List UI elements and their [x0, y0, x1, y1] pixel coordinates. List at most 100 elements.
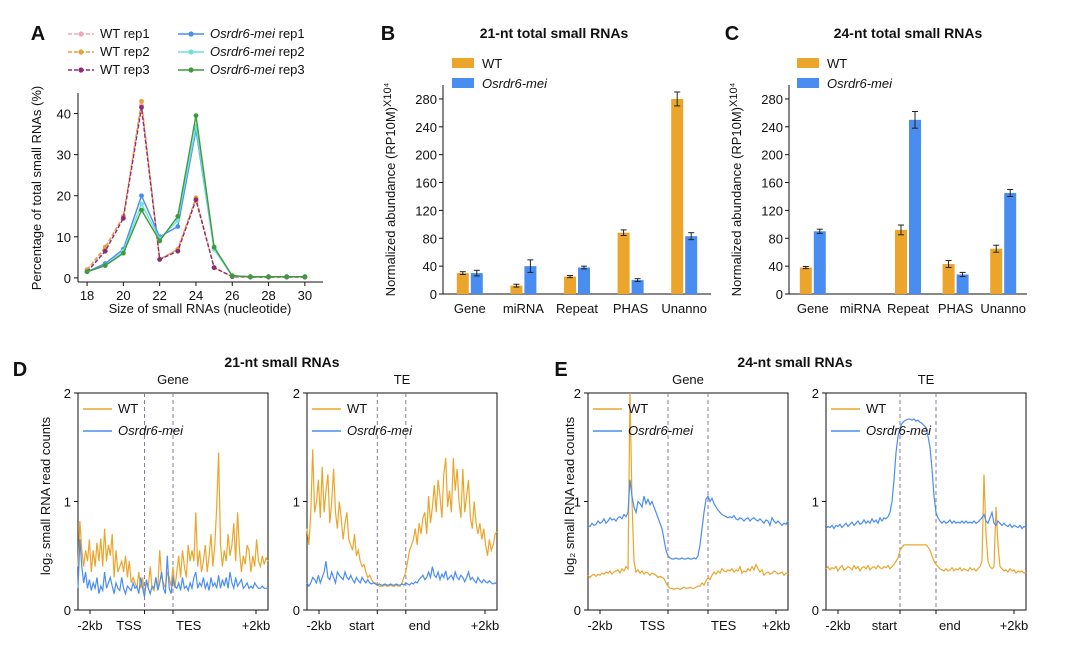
profile-line	[306, 561, 498, 588]
y-tick-label: 2	[64, 386, 71, 401]
y-tick-label: 160	[761, 176, 783, 191]
chart-title: 24-nt total small RNAs	[834, 25, 983, 41]
x-tick-label: +2kb	[762, 618, 791, 633]
panel-e-te: TE 0 1 2 -2kb start end +2kb WT Osrdr6-mei	[812, 372, 1029, 633]
y-axis-label-main: Normalized abundance (RP10M)	[383, 107, 398, 296]
bar	[564, 276, 576, 294]
legend-swatch	[797, 78, 819, 88]
y-tick-label: 30	[57, 148, 71, 163]
x-tick-label: end	[939, 618, 961, 633]
legend-swatch	[797, 58, 819, 68]
legend-label-rep: rep1	[275, 26, 305, 41]
legend-label: Osrdr6-mei rep2	[210, 44, 305, 59]
legend-label-rep: rep2	[275, 44, 305, 59]
x-tick-label: Repeat	[556, 301, 598, 316]
x-tick-label: Unanno	[661, 301, 707, 316]
x-tick-label: 20	[116, 288, 130, 303]
y-tick-label: 0	[812, 603, 819, 618]
bar	[524, 266, 537, 294]
x-tick-label: TSS	[640, 618, 666, 633]
legend-label: Osrdr6-mei	[118, 423, 184, 438]
legend-label-strain: Osrdr6-mei	[210, 62, 276, 77]
panel-d-te: TE 0 1 2 -2kb start end +2kb WT Osrdr6-mei	[293, 372, 500, 633]
x-tick-label: Unanno	[980, 301, 1026, 316]
legend-swatch	[452, 58, 474, 68]
panel-d-gene: Gene 0 1 2 -2kb TSS TES +2kb WT Osrdr6-mei	[64, 372, 271, 633]
x-tick-label: 28	[261, 288, 275, 303]
y-tick-label: 80	[769, 231, 783, 246]
data-point	[302, 274, 308, 280]
y-tick-label: 20	[57, 189, 71, 204]
profile-line	[77, 452, 269, 594]
legend-marker	[78, 67, 84, 73]
data-point	[84, 269, 90, 275]
y-tick-label: 0	[64, 271, 71, 286]
bar	[470, 273, 483, 294]
y-tick-label: 160	[415, 176, 437, 191]
legend-label: WT	[628, 401, 648, 416]
legend-label: Osrdr6-mei	[628, 423, 694, 438]
y-tick-label: 120	[761, 203, 783, 218]
legend-label: WT	[482, 56, 502, 71]
chart-title: 24-nt small RNAs	[737, 354, 852, 370]
x-tick-label: TES	[711, 618, 737, 633]
data-point	[139, 98, 144, 104]
panel-a: A 0 10 20 30 40 18 20 22 24 26 28 30 Size of small RN…	[29, 23, 323, 316]
data-point	[175, 248, 181, 254]
x-tick-label: end	[409, 618, 431, 633]
y-tick-label: 200	[761, 148, 783, 163]
y-tick-label: 0	[64, 603, 71, 618]
y-tick-label: 240	[415, 120, 437, 135]
data-point	[175, 224, 181, 229]
y-axis-label: log₂ small RNA read counts	[562, 416, 577, 575]
x-tick-label: -2kb	[77, 618, 102, 633]
legend-marker	[188, 49, 194, 55]
legend-label: WT rep2	[100, 44, 150, 59]
legend-label-strain: Osrdr6-mei	[210, 44, 276, 59]
data-point	[175, 217, 181, 223]
y-axis-label: Percentage of total small RNAs (%)	[29, 86, 44, 290]
bar	[990, 248, 1003, 294]
data-point	[266, 274, 271, 280]
x-tick-label: +2kb	[471, 618, 500, 633]
bar	[909, 119, 921, 294]
y-tick-label: 200	[415, 148, 437, 163]
data-point	[120, 215, 126, 221]
panel-label: B	[381, 23, 395, 45]
y-tick-label: 120	[415, 203, 437, 218]
legend-label: Osrdr6-mei	[866, 423, 932, 438]
bar	[631, 280, 644, 294]
legend-label: Osrdr6-mei rep3	[210, 62, 305, 77]
y-axis-label: Normalized abundance (RP10M)X10⁴	[728, 82, 744, 296]
bar	[1004, 192, 1017, 294]
x-tick-label: Repeat	[887, 301, 929, 316]
data-point	[102, 248, 108, 254]
legend-label: WT	[118, 401, 138, 416]
profile-line	[587, 479, 789, 560]
x-tick-label: miRNA	[840, 301, 881, 316]
profile-line	[306, 449, 498, 587]
bar	[578, 267, 590, 294]
bar	[510, 285, 523, 294]
panel-label-e: E	[554, 359, 567, 381]
chart-title: 21-nt small RNAs	[224, 354, 339, 370]
data-point	[102, 263, 108, 268]
bar	[685, 236, 698, 294]
bar	[456, 273, 469, 294]
x-tick-label: 22	[152, 288, 166, 303]
data-point	[211, 244, 217, 250]
bar	[799, 267, 812, 294]
data-point	[139, 104, 144, 110]
profile-line	[825, 474, 1027, 575]
x-axis-label: Size of small RNAs (nucleotide)	[109, 301, 292, 316]
y-tick-label: 40	[57, 107, 71, 122]
subplot-title: TE	[918, 372, 935, 387]
bar	[671, 98, 684, 294]
data-point	[139, 207, 144, 213]
data-point	[248, 274, 253, 280]
y-tick-label: 1	[293, 495, 300, 510]
y-tick-label: 240	[761, 120, 783, 135]
legend-label: Osrdr6-mei	[347, 423, 413, 438]
y-tick-label: 80	[423, 231, 437, 246]
subplot-title: Gene	[672, 372, 704, 387]
